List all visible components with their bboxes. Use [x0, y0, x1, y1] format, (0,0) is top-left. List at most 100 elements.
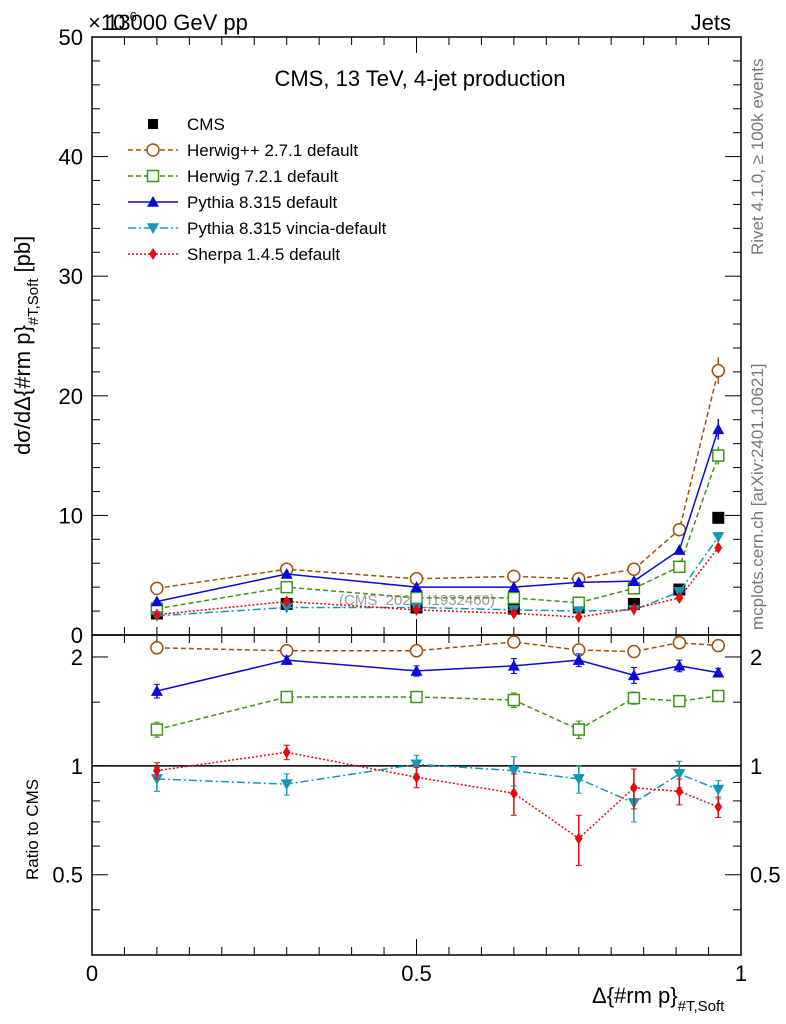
ratio-line-herwig-7-2-1-default	[156, 695, 719, 731]
point-herwig-7-2-1-default	[712, 449, 725, 462]
point-sherpa-1-4-5-default	[630, 602, 638, 615]
ratio-tick-label: 1	[71, 754, 83, 779]
legend-label-herwig-2-7-1-default: Herwig++ 2.7.1 default	[187, 141, 358, 160]
ratio-point-pythia-8-315-default	[673, 659, 686, 671]
y-tick-label: 30	[59, 264, 83, 289]
legend-marker-pythia-8-315-vincia-default	[147, 223, 159, 234]
legend: CMS Herwig++ 2.7.1 default Herwig 7.2.1 de…	[128, 115, 387, 264]
ratio-point-herwig-2-7-1-default	[627, 644, 641, 659]
ratio-point-sherpa-1-4-5-default	[675, 785, 684, 798]
point-sherpa-1-4-5-default	[412, 603, 421, 616]
ratio-tick-label: 0.5	[750, 863, 781, 888]
point-herwig-2-7-1-default	[672, 523, 687, 537]
ratio-point-sherpa-1-4-5-default	[509, 787, 518, 800]
exponent-label: ×10-6	[88, 9, 137, 35]
ratio-point-pythia-8-315-vincia-default	[712, 784, 725, 796]
point-pythia-8-315-vincia-default	[280, 602, 293, 614]
series-line-pythia-8-315-vincia-default	[156, 536, 719, 617]
point-herwig-7-2-1-default	[507, 591, 521, 605]
point-herwig-7-2-1-default	[280, 580, 293, 594]
mcplots-label: mcplots.cern.ch [arXiv:2401.10621]	[748, 364, 767, 630]
ratio-tick-label: 2	[71, 645, 83, 670]
point-pythia-8-315-default	[507, 581, 520, 592]
ratio-point-herwig-7-2-1-default	[507, 693, 521, 707]
ratio-point-pythia-8-315-vincia-default	[150, 774, 163, 785]
ratio-point-pythia-8-315-default	[280, 654, 293, 665]
point-herwig-2-7-1-default	[711, 363, 726, 378]
y-tick-label: 10	[59, 503, 83, 528]
x-axis-label: Δ{#rm p}#T,Soft	[592, 983, 725, 1015]
main-panel: 0 10 20 30 40 50	[59, 25, 742, 648]
y-tick-label: 40	[59, 145, 83, 170]
ratio-point-pythia-8-315-vincia-default	[673, 769, 686, 780]
series-line-herwig-7-2-1-default	[156, 455, 719, 610]
ratio-tick-label: 2	[750, 645, 762, 670]
ratio-line-sherpa-1-4-5-default	[156, 751, 719, 840]
point-sherpa-1-4-5-default	[574, 611, 583, 624]
ratio-point-sherpa-1-4-5-default	[282, 746, 291, 759]
legend-marker-herwig-7-2-1-default	[146, 169, 160, 183]
point-herwig-2-7-1-default	[627, 562, 641, 576]
ratio-point-herwig-7-2-1-default	[572, 723, 585, 736]
y-axis-label: dσ/dΔ{#rm p}#T,Soft[pb]	[10, 236, 42, 455]
legend-marker-sherpa-1-4-5-default	[149, 248, 157, 260]
ratio-point-pythia-8-315-vincia-default	[280, 779, 293, 791]
point-pythia-8-315-default	[572, 576, 585, 588]
ratio-point-sherpa-1-4-5-default	[412, 771, 421, 784]
ratio-point-pythia-8-315-default	[627, 669, 640, 681]
category-label: Jets	[691, 10, 731, 35]
ratio-point-sherpa-1-4-5-default	[714, 800, 723, 813]
x-tick-label: 0.5	[401, 961, 432, 986]
rivet-label: Rivet 4.1.0, ≥ 100k events	[748, 59, 767, 255]
ratio-point-herwig-2-7-1-default	[409, 644, 424, 658]
ratio-point-herwig-7-2-1-default	[150, 723, 164, 736]
legend-label-pythia-8-315-default: Pythia 8.315 default	[187, 193, 338, 212]
legend-label-pythia-8-315-vincia-default: Pythia 8.315 vincia-default	[187, 219, 387, 238]
ratio-point-herwig-2-7-1-default	[507, 635, 521, 649]
ratio-point-pythia-8-315-vincia-default	[507, 765, 520, 777]
legend-marker-herwig-2-7-1-default	[146, 143, 160, 157]
point-herwig-7-2-1-default	[673, 560, 686, 574]
y-tick-label: 0	[71, 623, 83, 648]
ratio-line-herwig-2-7-1-default	[156, 641, 719, 653]
ratio-point-herwig-7-2-1-default	[280, 690, 293, 704]
ratio-tick-label: 1	[750, 754, 762, 779]
point-herwig-2-7-1-default	[150, 581, 164, 596]
ratio-line-pythia-8-315-vincia-default	[156, 763, 719, 804]
point-pythia-8-315-default	[150, 595, 163, 607]
legend-marker-pythia-8-315-default	[147, 196, 159, 207]
point-sherpa-1-4-5-default	[282, 595, 291, 608]
point-cms	[712, 511, 725, 524]
series-line-pythia-8-315-default	[156, 429, 719, 603]
series-line-sherpa-1-4-5-default	[156, 547, 719, 618]
ratio-point-herwig-2-7-1-default	[711, 638, 726, 653]
ratio-point-pythia-8-315-vincia-default	[410, 759, 423, 771]
ratio-point-sherpa-1-4-5-default	[630, 781, 638, 794]
y-tick-label: 50	[59, 25, 83, 50]
point-pythia-8-315-vincia-default	[712, 532, 725, 543]
ratio-point-herwig-2-7-1-default	[672, 635, 687, 650]
point-herwig-7-2-1-default	[410, 591, 423, 605]
energy-label: 13000 GeV pp	[106, 10, 248, 35]
ratio-point-pythia-8-315-default	[712, 666, 725, 678]
ratio-point-pythia-8-315-default	[150, 685, 163, 696]
ratio-point-pythia-8-315-vincia-default	[572, 774, 585, 785]
ratio-point-pythia-8-315-default	[572, 654, 585, 665]
ratio-point-sherpa-1-4-5-default	[574, 832, 583, 845]
point-pythia-8-315-default	[673, 544, 686, 555]
point-herwig-2-7-1-default	[507, 569, 521, 584]
chart-title: CMS, 13 TeV, 4-jet production	[274, 66, 565, 91]
series-line-herwig-2-7-1-default	[156, 370, 720, 590]
ratio-point-herwig-7-2-1-default	[410, 690, 423, 704]
legend-label-herwig-7-2-1-default: Herwig 7.2.1 default	[187, 167, 338, 186]
ratio-point-herwig-2-7-1-default	[150, 641, 164, 655]
point-pythia-8-315-default	[280, 568, 293, 579]
point-sherpa-1-4-5-default	[714, 541, 723, 554]
point-pythia-8-315-default	[712, 423, 725, 435]
y-tick-label: 20	[59, 384, 83, 409]
ratio-point-pythia-8-315-default	[507, 659, 520, 671]
legend-marker-cms	[148, 119, 158, 129]
legend-label-sherpa-1-4-5-default: Sherpa 1.4.5 default	[187, 245, 340, 264]
point-pythia-8-315-default	[627, 575, 640, 586]
